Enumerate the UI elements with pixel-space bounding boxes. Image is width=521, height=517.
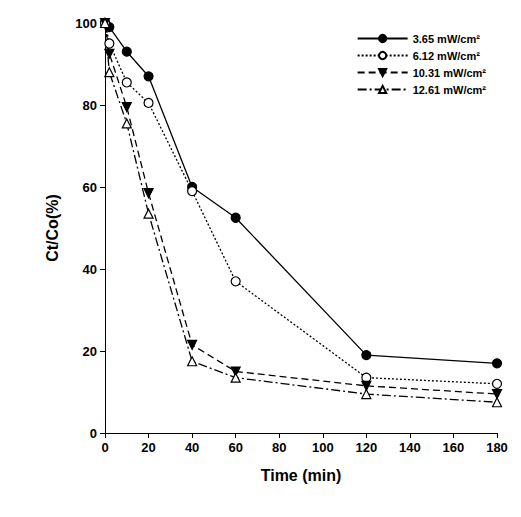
svg-text:40: 40 (83, 262, 97, 277)
svg-text:100: 100 (75, 16, 97, 31)
svg-text:80: 80 (272, 440, 286, 455)
svg-text:10.31 mW/cm²: 10.31 mW/cm² (413, 67, 487, 79)
svg-text:12.61 mW/cm²: 12.61 mW/cm² (413, 84, 487, 96)
svg-text:20: 20 (83, 344, 97, 359)
svg-text:Time (min): Time (min) (261, 467, 342, 484)
svg-text:80: 80 (83, 98, 97, 113)
svg-text:140: 140 (399, 440, 421, 455)
svg-text:60: 60 (83, 180, 97, 195)
svg-text:160: 160 (443, 440, 465, 455)
svg-text:120: 120 (355, 440, 377, 455)
svg-text:100: 100 (312, 440, 334, 455)
svg-text:0: 0 (90, 426, 97, 441)
svg-text:20: 20 (141, 440, 155, 455)
svg-text:60: 60 (228, 440, 242, 455)
svg-text:0: 0 (101, 440, 108, 455)
svg-text:180: 180 (486, 440, 508, 455)
svg-text:3.65 mW/cm²: 3.65 mW/cm² (413, 33, 481, 45)
svg-text:40: 40 (185, 440, 199, 455)
svg-text:Ct/Co(%): Ct/Co(%) (44, 194, 61, 262)
svg-text:6.12 mW/cm²: 6.12 mW/cm² (413, 50, 481, 62)
